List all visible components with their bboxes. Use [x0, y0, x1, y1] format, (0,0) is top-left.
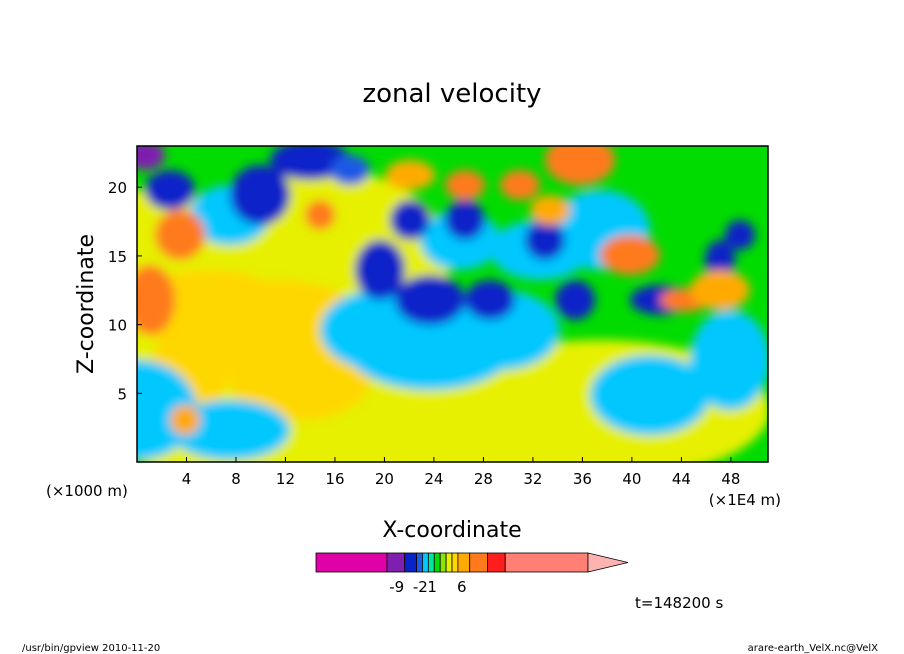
footer-right: arare-earth_VelX.nc@VelX [748, 643, 879, 654]
x-axis: 4 8 12 16 20 24 28 32 36 40 44 48 [182, 457, 740, 488]
colorbar [315, 552, 629, 573]
x-tick-label: 16 [325, 470, 344, 488]
colorbar-segment [487, 552, 506, 573]
y-axis: 5 10 15 20 [108, 179, 142, 403]
chart-title: zonal velocity [362, 79, 541, 109]
x-tick-label: 32 [523, 470, 542, 488]
x-unit-left: (×1000 m) [46, 482, 128, 500]
colorbar-ticks: -9 -2 1 6 [389, 578, 466, 596]
heatmap-area [137, 146, 768, 462]
colorbar-segment [427, 552, 435, 573]
x-tick-label: 40 [622, 470, 641, 488]
x-unit-right: (×1E4 m) [709, 491, 781, 509]
colorbar-segment [416, 552, 423, 573]
y-tick-label: 15 [108, 248, 127, 266]
colorbar-tick-label: 1 [427, 578, 437, 596]
x-tick-label: 12 [276, 470, 295, 488]
colorbar-arrow [587, 552, 629, 573]
colorbar-segment [422, 552, 429, 573]
y-tick-label: 5 [117, 385, 127, 403]
plot-frame [136, 145, 769, 463]
colorbar-segment [386, 552, 406, 573]
x-tick-label: 44 [672, 470, 691, 488]
colorbar-segment [439, 552, 447, 573]
y-tick-label: 20 [108, 179, 127, 197]
colorbar-segment [315, 552, 388, 573]
colorbar-tick-label: 6 [457, 578, 467, 596]
footer-left: /usr/bin/gpview 2010-11-20 [22, 643, 160, 654]
x-tick-label: 24 [424, 470, 443, 488]
x-tick-label: 20 [375, 470, 394, 488]
colorbar-segment [404, 552, 417, 573]
colorbar-segment [445, 552, 453, 573]
colorbar-tick-label: -9 [389, 578, 404, 596]
y-axis-label: Z-coordinate [74, 234, 99, 374]
colorbar-segment [433, 552, 441, 573]
y-tick-label: 10 [108, 317, 127, 335]
colorbar-segment [469, 552, 488, 573]
colorbar-tick-label: -2 [413, 578, 428, 596]
x-tick-label: 36 [573, 470, 592, 488]
x-tick-label: 48 [721, 470, 740, 488]
x-tick-label: 8 [231, 470, 241, 488]
x-tick-label: 28 [474, 470, 493, 488]
colorbar-segment [457, 552, 471, 573]
colorbar-segment [451, 552, 459, 573]
x-axis-label: X-coordinate [382, 518, 521, 543]
time-label: t=148200 s [635, 594, 723, 612]
colorbar-segment [504, 552, 589, 573]
x-tick-label: 4 [182, 470, 192, 488]
